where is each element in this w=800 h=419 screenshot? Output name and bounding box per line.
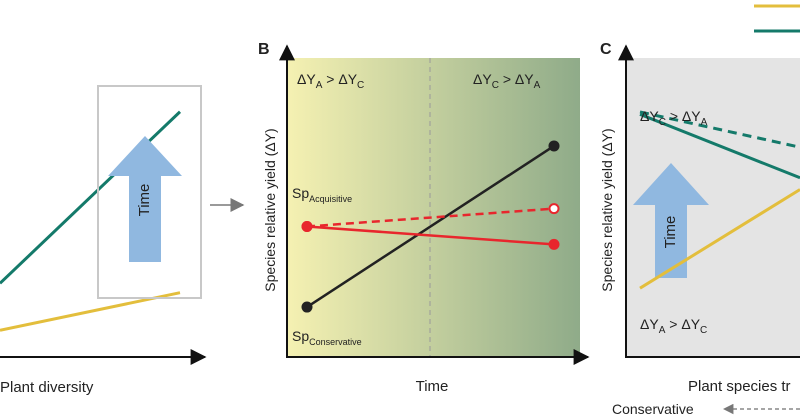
panel-c-time-label: Time xyxy=(662,216,679,249)
panel-a-time-label: Time xyxy=(136,184,153,217)
panel-a-xlabel: Plant diversity xyxy=(0,379,94,396)
panel-b-line-acquisitive-projected xyxy=(306,207,555,228)
panel-b-letter: B xyxy=(258,41,270,58)
panel-b-point-acquisitive-end xyxy=(548,238,560,250)
panel-b-series xyxy=(301,140,560,313)
panel-a: Plant diversity Time xyxy=(0,85,207,396)
panel-c-xlabel: Plant species tr xyxy=(688,378,791,395)
panel-c-ylabel: Species relative yield (ΔY) xyxy=(599,128,615,291)
panel-b-ylabel: Species relative yield (ΔY) xyxy=(262,128,278,291)
panel-b-conservative-label: SpConservative xyxy=(292,328,362,347)
panel-b-plot-area xyxy=(287,58,580,356)
panel-a-time-arrow xyxy=(108,136,182,262)
panel-b-point-acquisitive-projected-end xyxy=(548,203,560,215)
panel-c: C Species relative yield (ΔY) Plant spec… xyxy=(599,41,800,417)
panel-b: B Species relative yield (ΔY) Time ΔYA >… xyxy=(258,41,590,395)
panel-b-point-conservative-start xyxy=(301,301,313,313)
panel-c-time-arrow xyxy=(633,163,709,278)
panel-b-line-conservative xyxy=(306,144,555,309)
panel-c-series xyxy=(639,110,800,290)
panel-a-zoom-frame xyxy=(97,85,202,299)
panel-b-point-acquisitive-projected-start xyxy=(301,221,313,232)
panel-c-letter: C xyxy=(600,41,612,58)
panel-b-annotation-right: ΔYC > ΔYA xyxy=(473,71,541,91)
panel-c-line-0 xyxy=(639,112,800,180)
panel-b-line-acquisitive xyxy=(306,225,555,246)
panel-b-point-conservative-end xyxy=(548,140,560,152)
panel-c-annotation-top: ΔYC > ΔYA xyxy=(640,108,708,128)
panel-c-line-2 xyxy=(639,188,800,290)
panel-c-annotation-bottom: ΔYA > ΔYC xyxy=(640,316,707,336)
legend xyxy=(754,4,800,33)
panel-b-acquisitive-label: SpAcquisitive xyxy=(292,185,352,204)
panel-b-annotation-left: ΔYA > ΔYC xyxy=(297,71,364,91)
panel-c-line-1 xyxy=(639,110,800,149)
panel-a-line-teal xyxy=(0,110,182,285)
panel-b-xlabel: Time xyxy=(416,378,449,395)
panel-c-footer-label: Conservative xyxy=(612,401,694,417)
